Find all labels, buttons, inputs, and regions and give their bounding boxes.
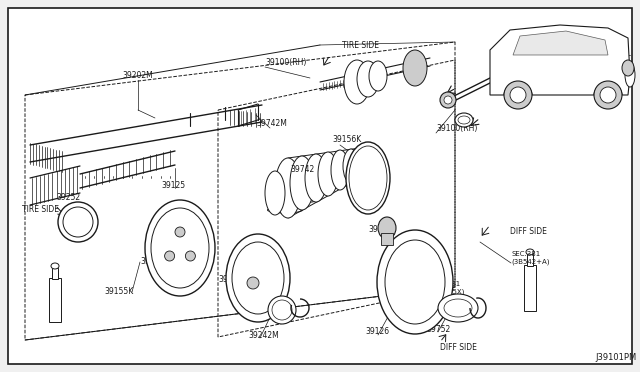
Circle shape <box>164 251 175 261</box>
Text: 39126: 39126 <box>365 327 389 337</box>
Ellipse shape <box>357 61 379 97</box>
Ellipse shape <box>290 156 314 210</box>
Ellipse shape <box>625 63 635 87</box>
Ellipse shape <box>438 294 478 322</box>
Ellipse shape <box>268 296 296 324</box>
Text: 39242: 39242 <box>218 276 242 285</box>
Bar <box>52 268 58 279</box>
Circle shape <box>600 87 616 103</box>
Ellipse shape <box>455 113 473 127</box>
Polygon shape <box>490 25 630 95</box>
Text: TIRE SIDE: TIRE SIDE <box>342 42 379 51</box>
Text: DIFF SIDE: DIFF SIDE <box>510 228 547 237</box>
Ellipse shape <box>331 150 349 190</box>
Text: 39100(RH): 39100(RH) <box>436 124 477 132</box>
Bar <box>381 233 393 245</box>
Text: 39202M: 39202M <box>123 71 154 80</box>
Circle shape <box>444 96 452 104</box>
Text: 39742: 39742 <box>290 166 314 174</box>
Text: 39734: 39734 <box>368 225 392 234</box>
Ellipse shape <box>377 230 453 334</box>
Circle shape <box>175 227 185 237</box>
Text: 39252: 39252 <box>56 193 80 202</box>
Circle shape <box>247 277 259 289</box>
Ellipse shape <box>51 263 59 269</box>
Ellipse shape <box>346 142 390 214</box>
Ellipse shape <box>145 200 215 296</box>
Ellipse shape <box>526 249 534 255</box>
Ellipse shape <box>265 171 285 215</box>
Text: 39155K: 39155K <box>104 288 133 296</box>
Ellipse shape <box>403 50 427 86</box>
Text: SEC.381
(38225X): SEC.381 (38225X) <box>432 281 465 295</box>
Text: 39234: 39234 <box>140 257 164 266</box>
Ellipse shape <box>318 152 338 196</box>
Ellipse shape <box>353 148 367 178</box>
Ellipse shape <box>275 158 301 218</box>
Ellipse shape <box>58 202 98 242</box>
Ellipse shape <box>305 154 327 202</box>
Ellipse shape <box>343 149 359 183</box>
Text: TIRE SIDE: TIRE SIDE <box>22 205 59 215</box>
Text: DIFF SIDE: DIFF SIDE <box>440 343 477 352</box>
Circle shape <box>504 81 532 109</box>
Text: 39242M: 39242M <box>248 330 279 340</box>
Ellipse shape <box>344 60 370 104</box>
Text: J39101PM: J39101PM <box>595 353 636 362</box>
Bar <box>49 278 61 322</box>
Circle shape <box>440 92 456 108</box>
Text: 39752: 39752 <box>426 326 451 334</box>
Text: SEC.381
(3B542+A): SEC.381 (3B542+A) <box>511 251 550 265</box>
Circle shape <box>510 87 526 103</box>
Text: 39742M: 39742M <box>256 119 287 128</box>
Text: 39100(RH): 39100(RH) <box>265 58 307 67</box>
Ellipse shape <box>369 61 387 91</box>
Text: 39125: 39125 <box>161 180 185 189</box>
Ellipse shape <box>622 60 634 76</box>
Bar <box>524 265 536 311</box>
Circle shape <box>186 251 195 261</box>
Ellipse shape <box>378 217 396 239</box>
Text: 39156K: 39156K <box>332 135 361 144</box>
Polygon shape <box>513 31 608 55</box>
Ellipse shape <box>226 234 290 322</box>
Circle shape <box>594 81 622 109</box>
Bar <box>527 254 533 266</box>
